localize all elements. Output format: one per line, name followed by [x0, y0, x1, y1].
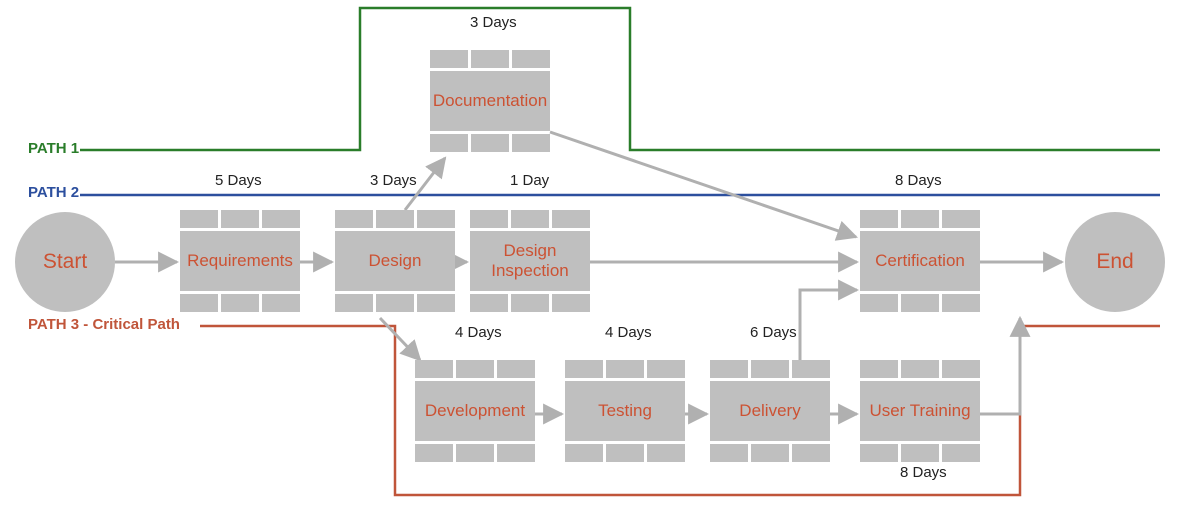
- days-design: 3 Days: [370, 172, 417, 189]
- node-user_training: User Training: [860, 360, 980, 462]
- days-requirements: 5 Days: [215, 172, 262, 189]
- node-testing-label: Testing: [598, 401, 652, 421]
- end-node: End: [1065, 212, 1165, 312]
- days-certification: 8 Days: [895, 172, 942, 189]
- days-documentation: 3 Days: [470, 14, 517, 31]
- diagram-stage: Start End Requirements 5 Days Design 3 Days De…: [0, 0, 1180, 514]
- node-user_training-label: User Training: [869, 401, 970, 421]
- days-delivery: 6 Days: [750, 324, 797, 341]
- node-development: Development: [415, 360, 535, 462]
- label-p2: PATH 2: [28, 184, 79, 201]
- node-design-label: Design: [369, 251, 422, 271]
- label-p3: PATH 3 - Critical Path: [28, 316, 180, 333]
- days-development: 4 Days: [455, 324, 502, 341]
- node-development-label: Development: [425, 401, 525, 421]
- label-p1: PATH 1: [28, 140, 79, 157]
- node-requirements: Requirements: [180, 210, 300, 312]
- node-delivery: Delivery: [710, 360, 830, 462]
- node-design_insp: Design Inspection: [470, 210, 590, 312]
- node-certification: Certification: [860, 210, 980, 312]
- start-label: Start: [43, 250, 87, 274]
- node-testing: Testing: [565, 360, 685, 462]
- node-design_insp-label: Design Inspection: [470, 241, 590, 280]
- node-requirements-label: Requirements: [187, 251, 293, 271]
- days-testing: 4 Days: [605, 324, 652, 341]
- end-label: End: [1096, 250, 1133, 274]
- node-certification-label: Certification: [875, 251, 965, 271]
- start-node: Start: [15, 212, 115, 312]
- node-documentation-label: Documentation: [433, 91, 547, 111]
- node-documentation: Documentation: [430, 50, 550, 152]
- days-user_training: 8 Days: [900, 464, 947, 481]
- node-design: Design: [335, 210, 455, 312]
- node-delivery-label: Delivery: [739, 401, 800, 421]
- days-design_insp: 1 Day: [510, 172, 549, 189]
